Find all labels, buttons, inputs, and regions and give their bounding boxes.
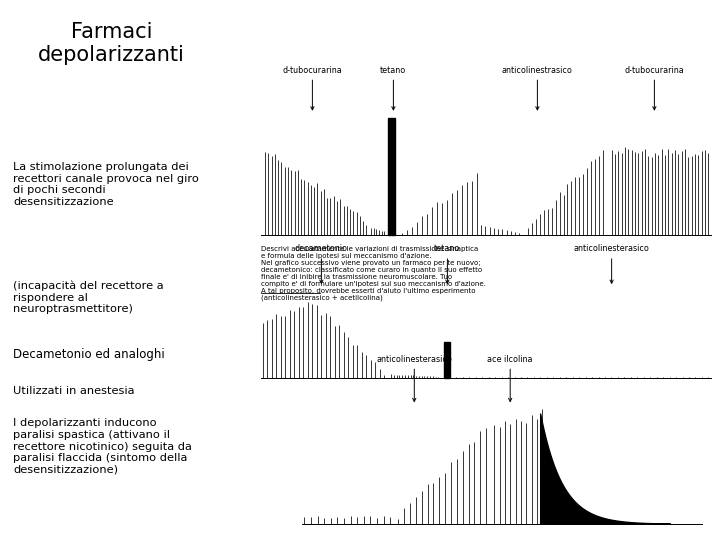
Text: La stimolazione prolungata dei
recettori canale provoca nel giro
di pochi second: La stimolazione prolungata dei recettori… <box>13 162 199 207</box>
Text: I depolarizzanti inducono
paralisi spastica (attivano il
recettore nicotinico) s: I depolarizzanti inducono paralisi spast… <box>13 418 192 475</box>
Text: Utilizzati in anestesia: Utilizzati in anestesia <box>13 386 135 396</box>
Text: tetano: tetano <box>380 65 407 110</box>
Text: anticolinesterasico: anticolinesterasico <box>574 244 649 284</box>
Text: anticolinesterasico: anticolinesterasico <box>377 355 452 402</box>
Text: decametonio: decametonio <box>295 244 348 284</box>
Text: Descrivi accuratamente le variazioni di trasmissione sinaptica
e formula delle i: Descrivi accuratamente le variazioni di … <box>261 246 485 301</box>
Text: Farmaci
depolarizzanti: Farmaci depolarizzanti <box>38 22 185 65</box>
Text: (incapacità del recettore a
rispondere al
neuroptrasmettitore): (incapacità del recettore a rispondere a… <box>13 281 163 314</box>
Text: d-tubocurarina: d-tubocurarina <box>624 65 684 110</box>
Text: tetano: tetano <box>434 244 461 284</box>
Text: ace ilcolina: ace ilcolina <box>487 355 533 402</box>
Text: d-tubocurarina: d-tubocurarina <box>282 65 342 110</box>
Bar <box>388 118 395 235</box>
Text: anticolinestrasico: anticolinestrasico <box>502 65 573 110</box>
Bar <box>444 342 450 378</box>
Text: Decametonio ed analoghi: Decametonio ed analoghi <box>13 348 165 361</box>
